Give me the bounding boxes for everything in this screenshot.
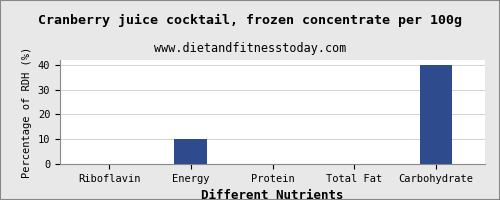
- Y-axis label: Percentage of RDH (%): Percentage of RDH (%): [22, 46, 32, 178]
- Bar: [420, 65, 452, 164]
- X-axis label: Different Nutrients: Different Nutrients: [201, 189, 344, 200]
- Bar: [174, 139, 207, 164]
- Text: Cranberry juice cocktail, frozen concentrate per 100g: Cranberry juice cocktail, frozen concent…: [38, 14, 462, 27]
- Text: www.dietandfitnesstoday.com: www.dietandfitnesstoday.com: [154, 42, 346, 55]
